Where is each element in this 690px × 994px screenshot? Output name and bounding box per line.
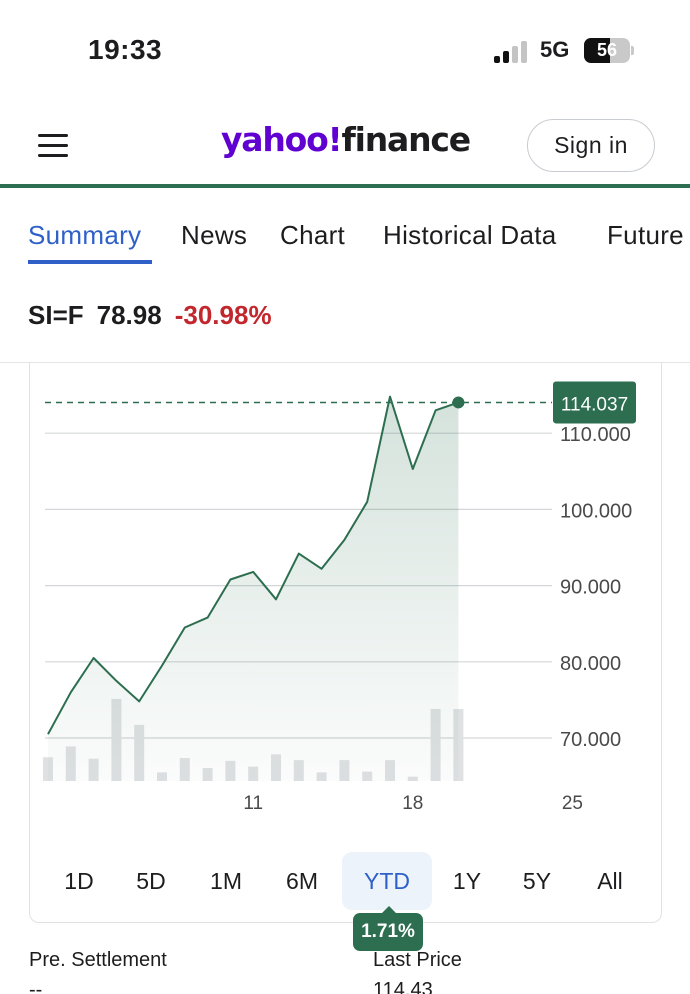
current-price-dot (452, 396, 465, 409)
logo-yahoo-text: yahoo (221, 120, 329, 159)
stat-value-last-price: 114.43 (373, 979, 433, 994)
x-tick-label: 11 (243, 793, 263, 814)
x-tick-label: 18 (402, 793, 423, 814)
current-price-label: 114.037 (561, 394, 628, 415)
range-all[interactable]: All (597, 868, 623, 894)
hamburger-menu-icon[interactable] (38, 134, 68, 158)
network-type: 5G (540, 37, 570, 62)
stat-label-pre-settlement: Pre. Settlement (29, 949, 167, 971)
status-bar: 19:33 5G 56 (0, 0, 690, 100)
divider (0, 362, 690, 363)
tab-summary[interactable]: Summary (28, 220, 142, 250)
chart-card (29, 363, 662, 923)
range-1m[interactable]: 1M (210, 868, 242, 894)
range-1y[interactable]: 1Y (452, 868, 482, 894)
price-area (48, 396, 459, 781)
quote-summary: SI=F 78.98 -30.98% (28, 300, 272, 331)
ticker-symbol: SI=F (28, 300, 84, 330)
yahoo-finance-logo[interactable]: yahoo! finance (221, 120, 471, 170)
current-price-badge (553, 381, 636, 424)
x-tick-label: 25 (562, 793, 583, 814)
status-time: 19:33 (88, 34, 163, 65)
cellular-signal-icon (494, 41, 528, 63)
active-tab-indicator (28, 260, 152, 264)
stat-label-last-price: Last Price (373, 949, 462, 971)
stat-value-pre-settlement: -- (29, 979, 43, 994)
logo-bang: ! (327, 120, 343, 159)
ytd-change-badge: 1.71% (353, 906, 423, 951)
range-1d[interactable]: 1D (64, 868, 94, 894)
battery-icon: 56 (584, 38, 630, 63)
range-ytd[interactable]: YTD (342, 852, 432, 910)
app-header: yahoo! finance Sign in (0, 100, 690, 188)
quote-tabs: Summary News Chart Historical Data Futur… (0, 200, 690, 270)
quote-change-percent: -30.98% (174, 300, 272, 330)
logo-finance-text: finance (341, 120, 471, 159)
quote-price: 78.98 (96, 300, 162, 330)
tab-chart[interactable]: Chart (280, 220, 346, 250)
range-selector: 1D 5D 1M 6M YTD 1Y 5Y All (29, 852, 662, 910)
sign-in-button[interactable]: Sign in (527, 119, 655, 172)
battery-percent: 56 (596, 40, 618, 60)
y-tick-label: 110.000 (560, 424, 631, 446)
battery-tip (631, 46, 634, 55)
price-line (47, 395, 459, 735)
y-tick-label: 70.000 (560, 729, 621, 751)
y-tick-label: 100.000 (560, 500, 632, 522)
range-6m[interactable]: 6M (286, 868, 318, 894)
range-5y[interactable]: 5Y (522, 868, 552, 894)
y-tick-label: 90.000 (560, 577, 621, 599)
range-5d[interactable]: 5D (136, 868, 166, 894)
price-chart[interactable]: 70.000 80.000 90.000 100.000 110.000 11 18 25 11… (0, 363, 690, 843)
tab-future[interactable]: Future (607, 220, 684, 250)
tab-historical-data[interactable]: Historical Data (383, 220, 557, 250)
y-tick-label: 80.000 (560, 653, 621, 675)
tab-news[interactable]: News (181, 220, 248, 250)
